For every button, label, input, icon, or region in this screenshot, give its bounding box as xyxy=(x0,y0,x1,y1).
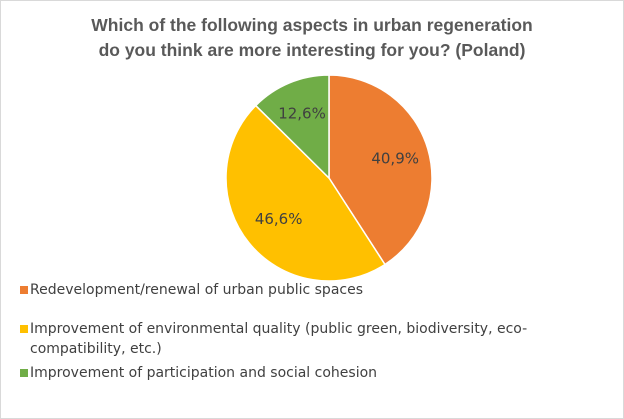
legend-label-participation: Improvement of participation and social … xyxy=(30,365,378,381)
legend-item-participation: Improvement of participation and social … xyxy=(20,363,600,383)
pie-data-label-participation: 12,6% xyxy=(278,104,326,122)
legend-swatch-environmental-quality xyxy=(20,325,28,333)
legend-item-public-spaces: Redevelopment/renewal of urban public sp… xyxy=(20,280,600,300)
pie-slice-environmental-quality xyxy=(225,104,386,282)
legend-label-environmental-quality: Improvement of environmental quality (pu… xyxy=(30,321,528,357)
chart-title: Which of the following aspects in urban … xyxy=(0,13,624,63)
pie-data-label-public-spaces: 40,9% xyxy=(371,149,419,167)
legend-label-public-spaces: Redevelopment/renewal of urban public sp… xyxy=(30,282,363,298)
chart-title-line-1: Which of the following aspects in urban … xyxy=(91,15,533,35)
pie-slice-participation xyxy=(254,74,330,180)
chart-title-line-2: do you think are more interesting for yo… xyxy=(98,40,526,60)
legend-swatch-participation xyxy=(20,369,28,377)
legend-swatch-public-spaces xyxy=(20,286,28,294)
pie-data-label-environmental-quality: 46,6% xyxy=(255,210,303,228)
legend-item-environmental-quality: Improvement of environmental quality (pu… xyxy=(20,319,600,359)
